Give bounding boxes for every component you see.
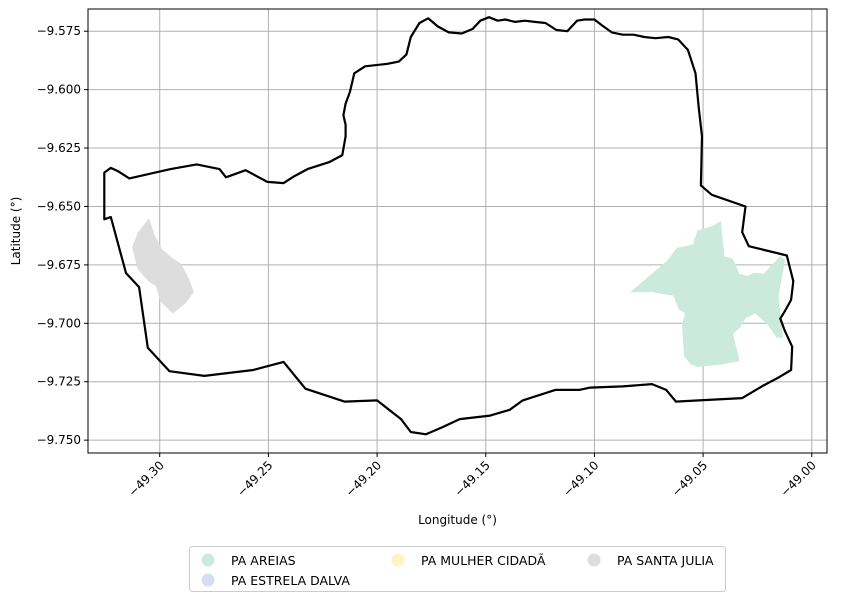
municipal-boundary [103, 16, 795, 436]
y-tick-label: −9.675 [37, 258, 81, 272]
legend-marker [391, 553, 405, 567]
y-axis-label: Latitude (°) [9, 197, 23, 266]
legend-label: PA SANTA JULIA [617, 553, 714, 568]
x-axis-label: Longitude (°) [418, 513, 497, 527]
y-tick-label: −9.650 [37, 199, 81, 213]
y-tick-label: −9.750 [37, 433, 81, 447]
legend-marker [587, 553, 601, 567]
region-pa-santa-julia [132, 218, 194, 314]
grid [88, 9, 827, 453]
y-tick-label: −9.625 [37, 141, 81, 155]
regions [132, 218, 786, 368]
legend-label: PA MULHER CIDADÃ [421, 553, 546, 568]
legend-label: PA AREIAS [231, 553, 296, 568]
legend-marker [201, 553, 215, 567]
y-tick-label: −9.600 [37, 83, 81, 97]
region-pa-areias [630, 220, 786, 368]
y-tick-label: −9.700 [37, 316, 81, 330]
y-tick-label: −9.725 [37, 375, 81, 389]
legend: PA AREIAS PA ESTRELA DALVA PA MULHER CIDAD… [189, 546, 726, 592]
plot-frame [87, 8, 828, 454]
legend-marker [201, 573, 215, 587]
boundary-outline [103, 16, 795, 436]
legend-label: PA ESTRELA DALVA [231, 573, 350, 588]
y-tick-label: −9.575 [37, 24, 81, 38]
